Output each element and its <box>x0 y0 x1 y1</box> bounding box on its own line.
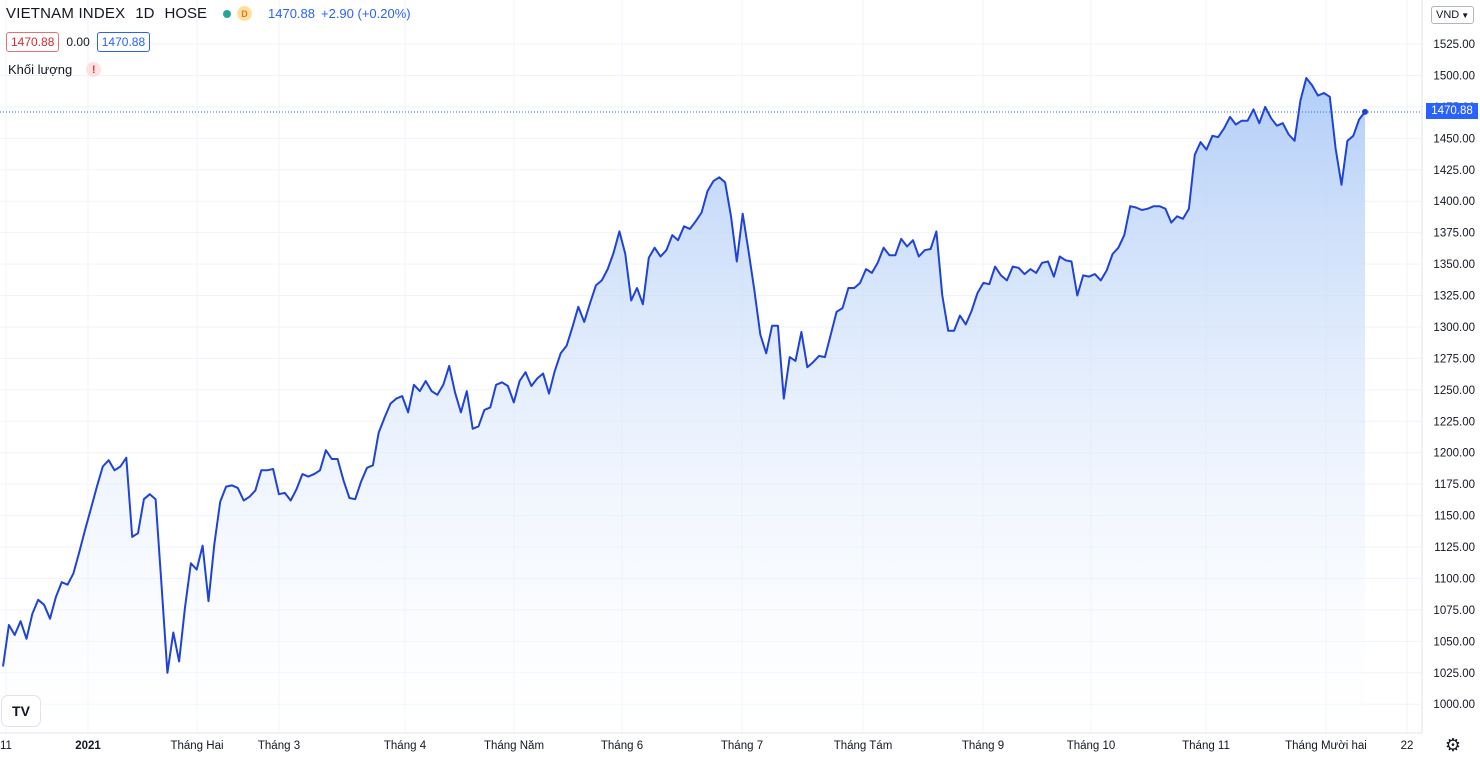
interval-label[interactable]: 1D <box>135 5 155 22</box>
volume-label[interactable]: Khối lượng <box>8 62 73 77</box>
y-tick-label: 1025.00 <box>1433 668 1475 680</box>
y-tick-label: 1300.00 <box>1433 322 1475 334</box>
y-tick-label: 1050.00 <box>1433 636 1475 648</box>
gear-icon[interactable]: ⚙ <box>1444 734 1462 755</box>
x-tick-label: Tháng 9 <box>962 740 1004 752</box>
x-tick-label: Tháng 11 <box>1182 740 1230 752</box>
x-tick-label: Tháng 7 <box>721 740 763 752</box>
y-tick-label: 1525.00 <box>1433 39 1475 51</box>
price-line <box>2 77 1366 674</box>
y-tick-label: 1225.00 <box>1433 416 1475 428</box>
x-tick-label: Tháng Năm <box>484 740 544 752</box>
market-open-dot-icon <box>223 9 231 18</box>
y-tick-label: 1200.00 <box>1433 448 1475 460</box>
bid-ask-row: 1470.88 0.00 1470.88 <box>6 32 151 52</box>
chevron-down-icon: ▼ <box>1461 10 1470 20</box>
currency-label: VND <box>1436 9 1460 21</box>
y-tick-label: 1075.00 <box>1433 605 1475 617</box>
market-badge[interactable]: D <box>237 6 252 21</box>
y-tick-label: 1275.00 <box>1433 353 1475 365</box>
y-tick-label: 1400.00 <box>1433 196 1475 208</box>
chart-legend-header: VIETNAM INDEX 1D HOSE D 1470.88 +2.90 (+… <box>6 5 411 22</box>
x-tick-label: Tháng Tám <box>834 740 893 752</box>
exchange-label: HOSE <box>164 5 207 22</box>
x-tick-label: Tháng 3 <box>258 740 300 752</box>
x-tick-label: Tháng 6 <box>601 740 643 752</box>
sell-price-box[interactable]: 1470.88 <box>6 32 60 52</box>
price-area <box>3 78 1365 733</box>
y-tick-label: 1100.00 <box>1434 573 1475 585</box>
y-tick-label: 1350.00 <box>1433 259 1475 271</box>
price-change-value: +2.90 (+0.20%) <box>321 6 411 21</box>
y-tick-label: 1000.00 <box>1433 699 1475 711</box>
volume-indicator-row: Khối lượng ! <box>8 62 102 77</box>
y-tick-label: 1175.00 <box>1434 479 1475 491</box>
price-axis[interactable]: 1525.001500.001475.001450.001425.001400.… <box>1433 39 1475 711</box>
x-tick-label: Tháng 4 <box>384 740 427 752</box>
y-tick-label: 1325.00 <box>1433 291 1475 303</box>
y-tick-label: 1450.00 <box>1433 133 1475 145</box>
y-tick-label: 1375.00 <box>1433 228 1475 240</box>
time-axis[interactable]: 11 2021 Tháng Hai Tháng 3 Tháng 4 Tháng Năm Th… <box>0 740 1413 752</box>
last-price-tag: 1470.88 <box>1426 103 1478 119</box>
y-tick-label: 1250.00 <box>1433 385 1475 397</box>
y-tick-label: 1150.00 <box>1434 511 1475 523</box>
symbol-name[interactable]: VIETNAM INDEX <box>6 5 126 22</box>
y-tick-label: 1125.00 <box>1434 542 1475 554</box>
x-tick-label: 11 <box>0 740 12 752</box>
x-tick-label: 22 <box>1401 740 1414 752</box>
x-tick-label: 2021 <box>75 740 101 752</box>
buy-price-box[interactable]: 1470.88 <box>96 32 151 52</box>
currency-select[interactable]: VND ▼ <box>1431 6 1475 24</box>
tradingview-logo[interactable]: TV <box>2 696 40 726</box>
x-tick-label: Tháng 10 <box>1067 740 1116 752</box>
spread-value: 0.00 <box>66 35 90 49</box>
x-tick-label: Tháng Hai <box>170 740 223 752</box>
warning-icon[interactable]: ! <box>86 62 102 77</box>
x-tick-label: Tháng Mười hai <box>1285 740 1367 752</box>
last-price-value: 1470.88 <box>268 6 315 21</box>
y-tick-label: 1500.00 <box>1433 70 1475 82</box>
y-tick-label: 1425.00 <box>1433 165 1475 177</box>
last-price-point <box>1362 108 1368 115</box>
